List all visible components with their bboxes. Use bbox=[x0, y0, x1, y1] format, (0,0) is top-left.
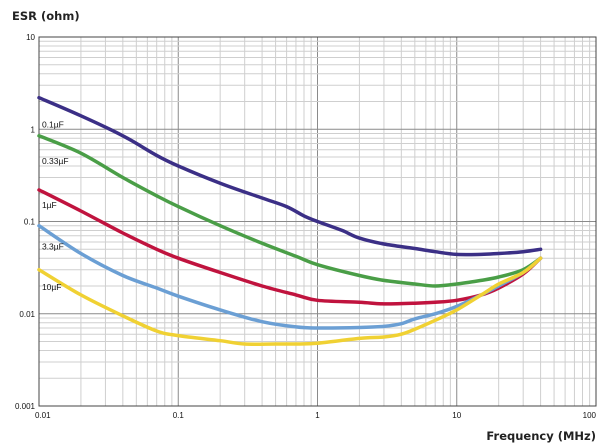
x-tick-label: 1 bbox=[315, 411, 320, 420]
plot-frame bbox=[38, 36, 597, 407]
series-label: 0.1µF bbox=[42, 119, 64, 129]
x-tick-label: 0.1 bbox=[173, 411, 185, 420]
series-line bbox=[37, 95, 543, 257]
series-label: 3.3µF bbox=[42, 241, 64, 251]
series-labels: 0.1µF 0.33µF 1µF 3.3µF 10µF bbox=[42, 119, 69, 292]
x-tick-label: 100 bbox=[583, 411, 597, 420]
x-axis-title: Frequency (MHz) bbox=[486, 429, 596, 443]
series-line bbox=[37, 134, 543, 288]
y-tick-label: 0.01 bbox=[19, 310, 35, 319]
y-axis-title: ESR (ohm) bbox=[12, 9, 80, 23]
y-tick-label: 0.1 bbox=[24, 218, 36, 227]
series-label: 0.33µF bbox=[42, 156, 69, 166]
series-line bbox=[37, 256, 543, 346]
y-tick-label: 1 bbox=[31, 125, 36, 134]
x-tick-label: 0.01 bbox=[35, 411, 51, 420]
x-tick-label: 10 bbox=[452, 411, 461, 420]
series-group bbox=[37, 95, 543, 346]
series-label: 10µF bbox=[42, 282, 62, 292]
y-tick-label: 10 bbox=[26, 33, 35, 42]
y-tick-label: 0.001 bbox=[15, 402, 36, 411]
series-label: 1µF bbox=[42, 200, 57, 210]
